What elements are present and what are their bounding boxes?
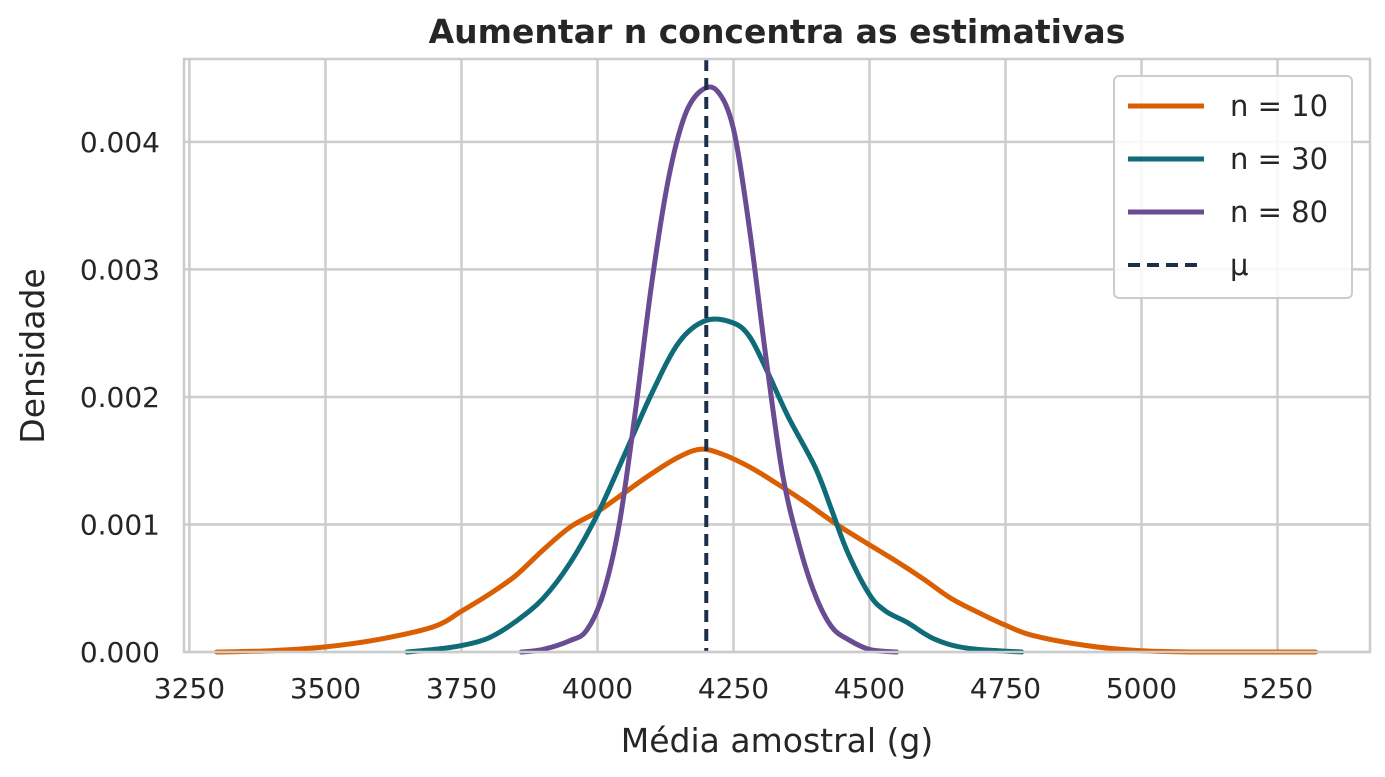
legend-box bbox=[1113, 75, 1353, 299]
x-tick-label: 4000 bbox=[562, 672, 633, 705]
y-tick-label: 0.001 bbox=[80, 508, 160, 541]
y-tick-labels: 0.000 0.001 0.002 0.003 0.004 bbox=[80, 126, 160, 669]
legend-label: n = 80 bbox=[1230, 195, 1328, 229]
y-tick-label: 0.003 bbox=[80, 253, 160, 286]
x-tick-label: 3250 bbox=[154, 672, 225, 705]
legend-label: n = 30 bbox=[1230, 142, 1328, 176]
x-tick-label: 3750 bbox=[426, 672, 497, 705]
x-tick-label: 4500 bbox=[834, 672, 905, 705]
series-line-n30 bbox=[404, 316, 1025, 655]
series-line-n10 bbox=[214, 446, 1319, 655]
y-tick-label: 0.004 bbox=[80, 126, 160, 159]
x-tick-label: 5000 bbox=[1106, 672, 1177, 705]
y-tick-label: 0.002 bbox=[80, 381, 160, 414]
x-tick-label: 3500 bbox=[290, 672, 361, 705]
legend-label: n = 10 bbox=[1230, 89, 1328, 123]
x-tick-label: 4250 bbox=[698, 672, 769, 705]
x-tick-label: 4750 bbox=[970, 672, 1041, 705]
legend: n = 10 n = 30 n = 80 μ bbox=[1113, 75, 1353, 299]
x-tick-label: 5250 bbox=[1242, 672, 1313, 705]
chart-title: Aumentar n concentra as estimativas bbox=[429, 12, 1126, 51]
plot-frame bbox=[182, 57, 1372, 654]
x-axis-label: Média amostral (g) bbox=[621, 721, 933, 760]
y-tick-label: 0.000 bbox=[80, 636, 160, 669]
x-tick-labels: 3250 3500 3750 4000 4250 4500 4750 5000 5250 bbox=[154, 672, 1313, 705]
legend-label: μ bbox=[1230, 248, 1248, 282]
y-axis-label: Densidade bbox=[13, 268, 52, 443]
